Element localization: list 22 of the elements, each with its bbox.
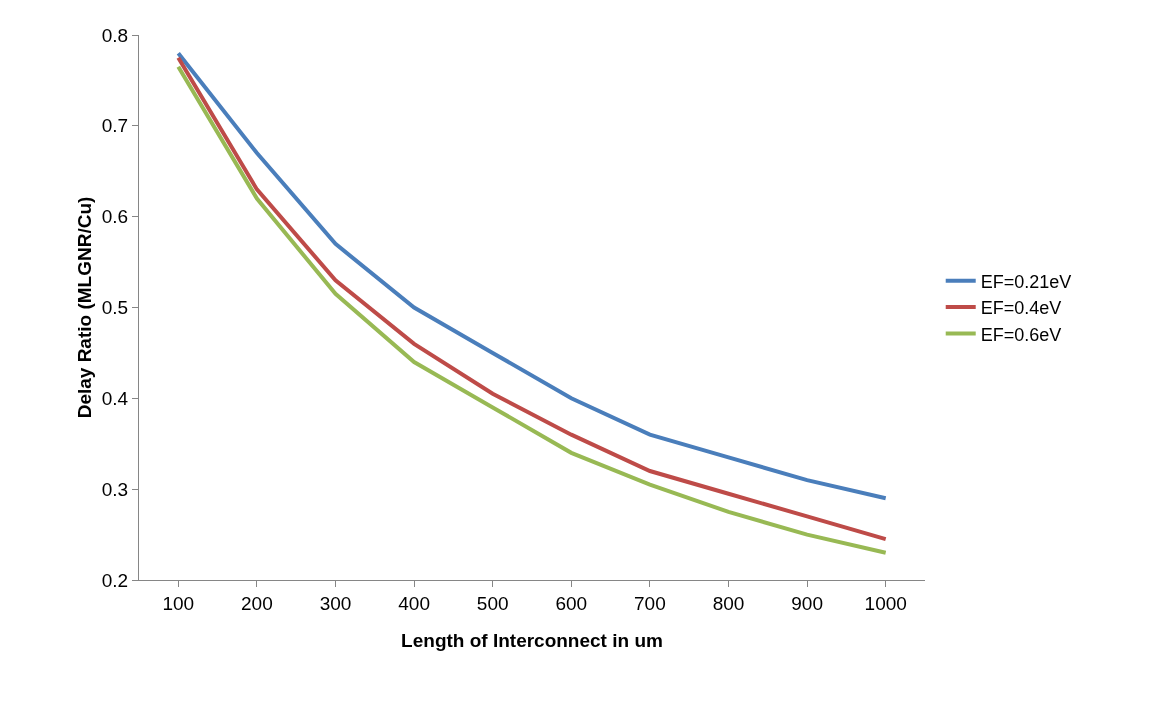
x-tick-label: 1000: [864, 592, 907, 614]
legend-label: EF=0.21eV: [980, 271, 1072, 292]
x-tick-label: 600: [555, 592, 588, 614]
legend-label: EF=0.6eV: [980, 324, 1062, 345]
y-axis-title: Delay Ratio (MLGNR/Cu): [74, 196, 95, 419]
x-tick-label: 800: [712, 592, 745, 614]
y-tick-label: 0.8: [101, 24, 129, 46]
x-tick-label: 500: [476, 592, 509, 614]
x-tick-label: 100: [162, 592, 195, 614]
x-axis-title: Length of Interconnect in um: [401, 630, 663, 651]
y-tick-label: 0.5: [101, 297, 129, 319]
y-tick-label: 0.3: [101, 478, 129, 500]
x-tick-label: 300: [319, 592, 352, 614]
x-tick-label: 900: [791, 592, 823, 614]
y-tick-label: 0.6: [101, 206, 129, 228]
legend-label: EF=0.4eV: [980, 298, 1062, 319]
y-tick-label: 0.2: [101, 569, 129, 591]
y-tick-label: 0.7: [101, 115, 129, 137]
x-tick-label: 400: [398, 592, 430, 614]
x-tick-label: 700: [634, 592, 666, 614]
x-tick-label: 200: [241, 592, 273, 614]
y-tick-label: 0.4: [101, 387, 129, 409]
